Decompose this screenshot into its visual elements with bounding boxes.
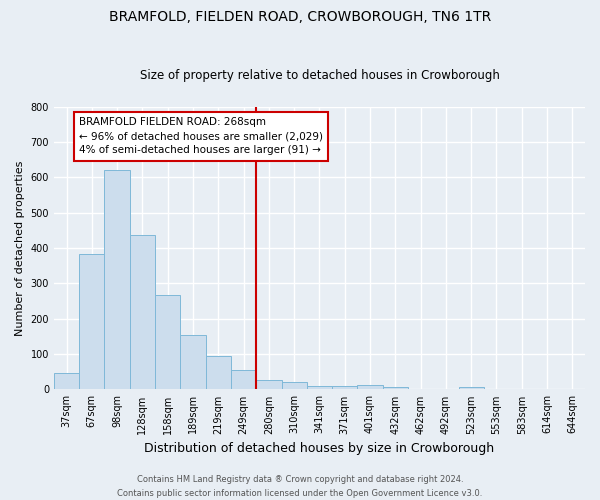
Y-axis label: Number of detached properties: Number of detached properties [15,160,25,336]
Bar [231,370,256,390]
Bar [54,373,79,390]
Bar [307,386,332,390]
Text: BRAMFOLD, FIELDEN ROAD, CROWBOROUGH, TN6 1TR: BRAMFOLD, FIELDEN ROAD, CROWBOROUGH, TN6… [109,10,491,24]
X-axis label: Distribution of detached houses by size in Crowborough: Distribution of detached houses by size … [145,442,494,455]
Bar [358,385,383,390]
Text: Contains HM Land Registry data ® Crown copyright and database right 2024.
Contai: Contains HM Land Registry data ® Crown c… [118,476,482,498]
Bar [383,387,408,390]
Bar [458,386,484,390]
Bar [206,356,231,390]
Bar [79,254,104,390]
Bar [155,295,181,390]
Bar [256,380,281,390]
Text: BRAMFOLD FIELDEN ROAD: 268sqm
← 96% of detached houses are smaller (2,029)
4% of: BRAMFOLD FIELDEN ROAD: 268sqm ← 96% of d… [79,118,323,156]
Bar [130,235,155,390]
Bar [332,386,358,390]
Bar [104,170,130,390]
Bar [281,382,307,390]
Bar [181,335,206,390]
Title: Size of property relative to detached houses in Crowborough: Size of property relative to detached ho… [140,69,499,82]
